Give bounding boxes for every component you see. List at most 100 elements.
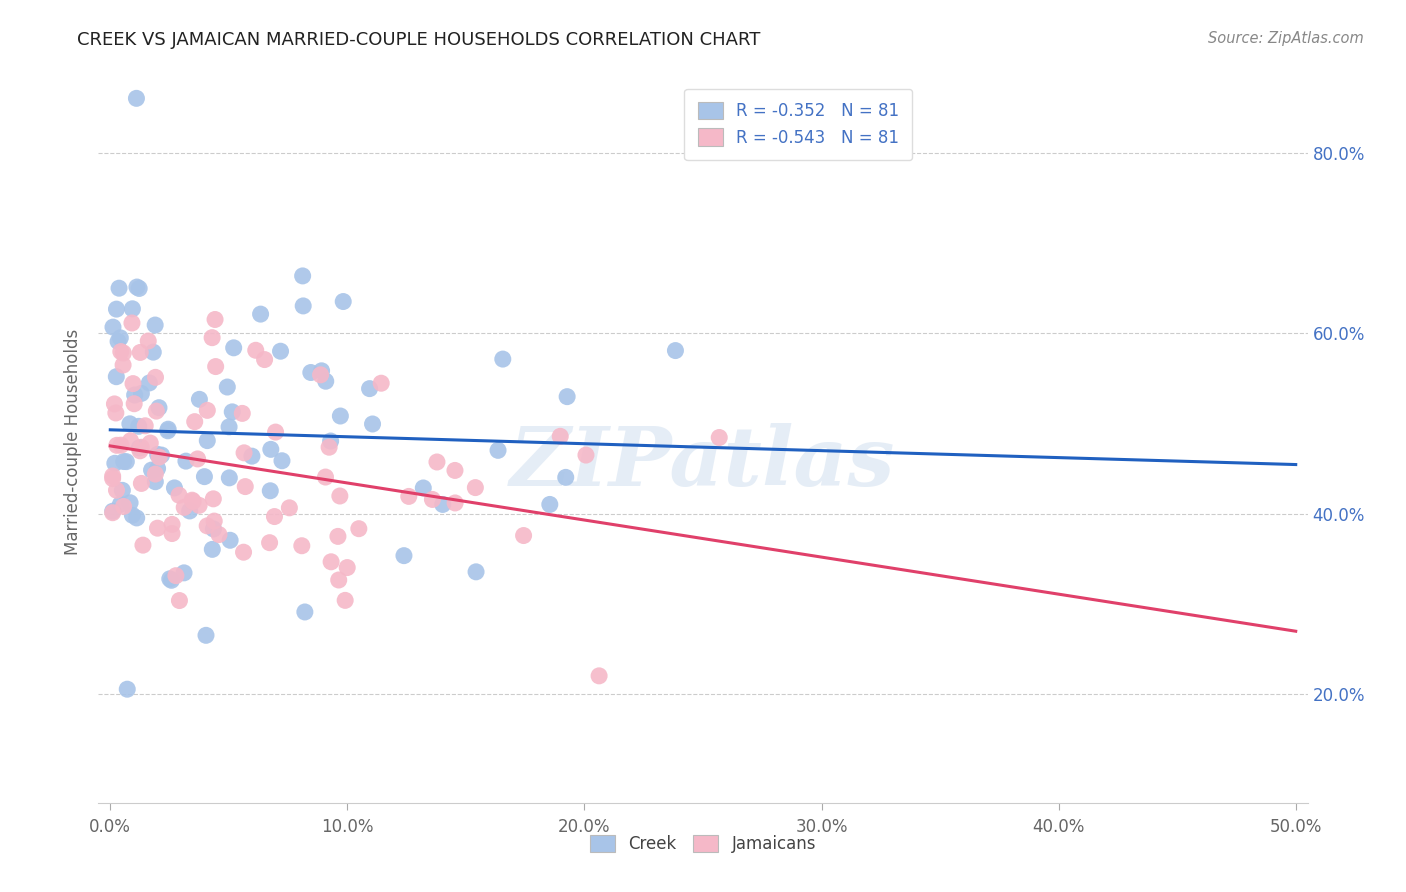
Point [148,401,170,415]
Point [129,345,152,359]
Point [329,489,352,503]
Point [444,463,467,477]
Y-axis label: Married-couple Households: Married-couple Households [65,328,83,555]
Point [412,481,434,495]
Point [347,522,370,536]
Point [121,301,143,316]
Point [143,318,166,332]
Point [107,334,129,349]
Point [201,331,224,345]
Point [120,434,142,448]
Point [146,461,169,475]
Point [240,449,263,463]
Point [422,492,444,507]
Point [157,422,180,436]
Point [110,438,132,452]
Point [163,481,186,495]
Point [129,443,152,458]
Point [188,392,211,407]
Point [101,471,124,485]
Point [291,539,314,553]
Point [315,470,337,484]
Point [201,542,224,557]
Point [173,566,195,580]
Point [548,429,571,443]
Point [321,555,343,569]
Point [271,454,294,468]
Point [160,517,183,532]
Point [125,91,148,105]
Point [188,499,211,513]
Text: ZIPatlas: ZIPatlas [510,423,896,503]
Point [326,529,349,543]
Point [664,343,686,358]
Point [195,434,218,448]
Point [222,341,245,355]
Point [361,417,384,431]
Point [426,455,449,469]
Point [370,376,392,391]
Point [294,605,316,619]
Point [291,268,314,283]
Point [145,370,167,384]
Point [202,522,225,536]
Point [165,568,187,582]
Point [134,418,156,433]
Point [139,436,162,450]
Point [318,440,340,454]
Point [150,448,173,462]
Point [156,424,179,438]
Legend: Creek, Jamaicans: Creek, Jamaicans [583,828,823,860]
Point [160,574,183,588]
Point [538,498,561,512]
Point [115,455,138,469]
Point [332,294,354,309]
Point [105,369,128,384]
Point [128,281,150,295]
Point [193,469,215,483]
Point [179,504,201,518]
Point [432,498,454,512]
Point [181,493,204,508]
Point [575,448,598,462]
Point [105,438,128,452]
Point [169,593,191,607]
Point [195,628,218,642]
Point [292,299,315,313]
Point [398,490,420,504]
Point [125,511,148,525]
Point [208,527,231,541]
Point [260,442,283,457]
Point [112,500,135,514]
Point [129,440,152,454]
Point [112,346,135,360]
Point [315,374,337,388]
Point [112,454,135,468]
Point [588,669,610,683]
Point [278,500,301,515]
Point [128,419,150,434]
Point [218,420,240,434]
Point [202,514,225,528]
Point [101,504,124,518]
Point [259,535,281,549]
Text: CREEK VS JAMAICAN MARRIED-COUPLE HOUSEHOLDS CORRELATION CHART: CREEK VS JAMAICAN MARRIED-COUPLE HOUSEHO… [77,31,761,49]
Point [249,307,271,321]
Point [104,456,127,470]
Point [131,476,153,491]
Point [104,406,127,420]
Point [131,386,153,401]
Point [101,506,124,520]
Point [148,450,170,464]
Point [141,463,163,477]
Point [174,454,197,468]
Point [121,316,143,330]
Point [181,494,204,508]
Point [270,344,292,359]
Point [333,593,356,607]
Point [142,345,165,359]
Point [132,538,155,552]
Point [145,404,167,418]
Point [108,281,131,295]
Point [309,368,332,382]
